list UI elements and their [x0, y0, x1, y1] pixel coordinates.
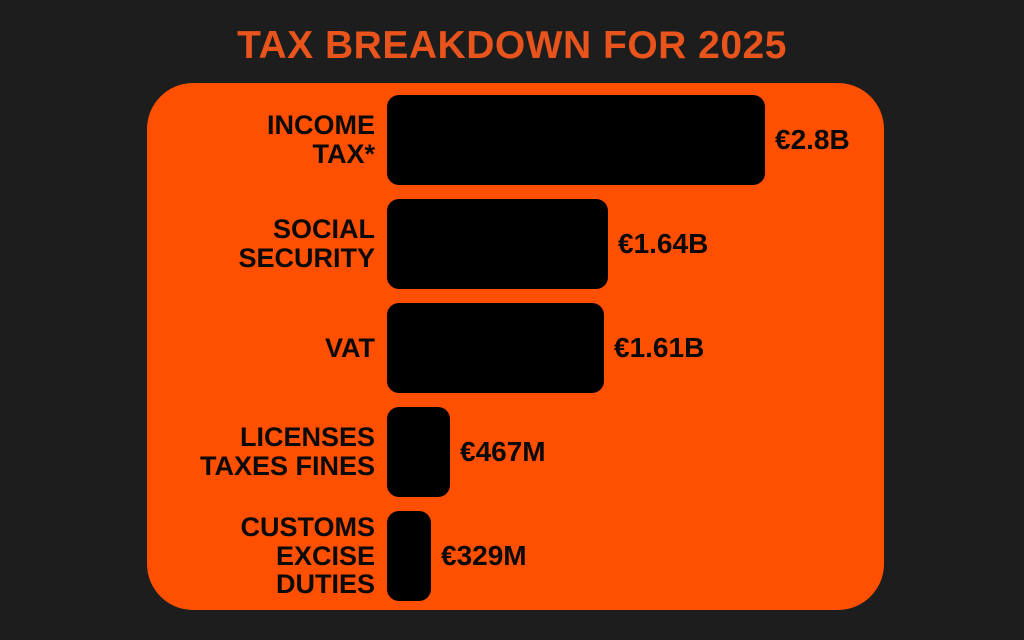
- bar-label: CUSTOMS EXCISE DUTIES: [147, 511, 387, 600]
- bar-value: €2.8B: [775, 124, 850, 155]
- bar-label-line: DUTIES: [275, 569, 375, 600]
- bar: [387, 199, 608, 289]
- bar-label: INCOME TAX*: [147, 111, 387, 169]
- bar-value: €467M: [460, 436, 546, 467]
- chart-title: TAX BREAKDOWN FOR 2025: [237, 24, 787, 67]
- chart-panel: INCOME TAX* €2.8B SOCIAL SECURITY €1.64B VAT €1…: [147, 83, 884, 610]
- bar: [387, 303, 604, 393]
- bar-label: VAT: [147, 332, 387, 363]
- bar-label: LICENSES TAXES FINES: [147, 423, 387, 481]
- bar-value: €1.61B: [614, 332, 705, 363]
- bar-value: €1.64B: [618, 228, 709, 259]
- bar-label-line: LICENSES: [239, 422, 375, 453]
- bar-label-line: SECURITY: [238, 243, 375, 273]
- bar-row: LICENSES TAXES FINES €467M: [147, 407, 884, 497]
- bar-label: SOCIAL SECURITY: [147, 215, 387, 273]
- bar: [387, 511, 431, 601]
- bar-row: CUSTOMS EXCISE DUTIES €329M: [147, 511, 884, 601]
- bar-label-line: SOCIAL: [272, 214, 375, 245]
- bar-value: €329M: [441, 540, 527, 571]
- bar-label-line: VAT: [325, 332, 375, 363]
- bar-label-line: INCOME: [267, 110, 375, 141]
- bar-label-line: TAX*: [312, 139, 375, 169]
- bar-label-line: CUSTOMS: [240, 511, 375, 542]
- bar-label-line: TAXES FINES: [199, 451, 375, 481]
- bar-rows-container: INCOME TAX* €2.8B SOCIAL SECURITY €1.64B VAT €1…: [147, 95, 884, 601]
- bar-row: VAT €1.61B: [147, 303, 884, 393]
- bar-label-line: EXCISE: [275, 540, 375, 571]
- bar-row: INCOME TAX* €2.8B: [147, 95, 884, 185]
- bar: [387, 95, 765, 185]
- bar: [387, 407, 450, 497]
- bar-row: SOCIAL SECURITY €1.64B: [147, 199, 884, 289]
